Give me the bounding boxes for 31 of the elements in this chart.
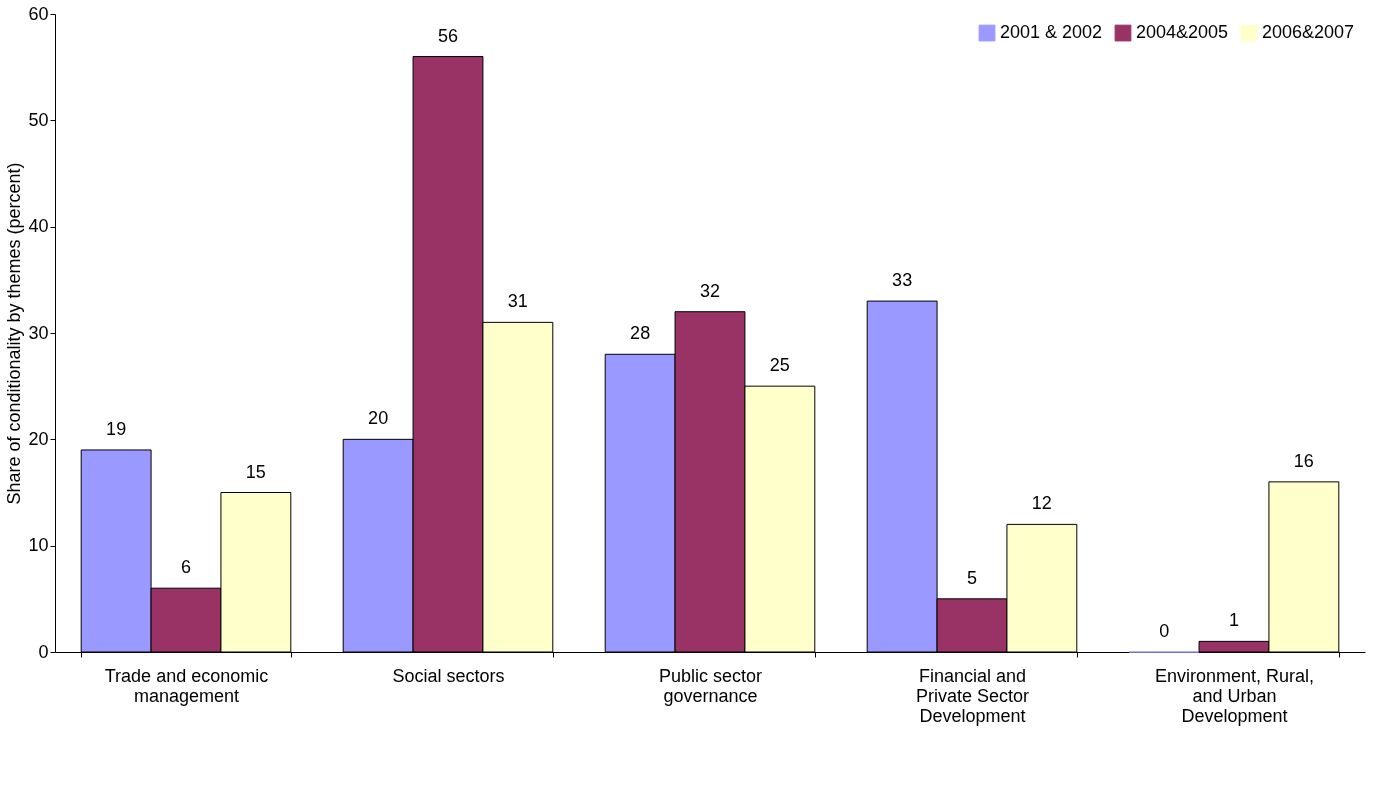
x-tick-label: Environment, Rural, and Urban Development [1154,665,1315,726]
legend-label: 2001 & 2002 [1000,22,1103,43]
y-tick-label: 10 [28,535,49,556]
x-tick-label: Public sector governance [658,665,763,706]
data-label: 33 [892,270,913,291]
y-tick-label: 50 [28,109,49,130]
data-label: 20 [368,408,389,429]
data-label: 31 [507,291,528,312]
data-label: 5 [966,567,978,588]
x-tick-label: Trade and economic management [104,665,269,706]
data-label: 6 [180,557,192,578]
data-label: 0 [1159,621,1170,641]
data-label: 56 [437,25,459,46]
data-label: 28 [630,323,651,344]
y-axis-title: Share of conditionality by themes (percent) [4,162,25,505]
y-tick-label: 60 [28,3,49,24]
x-tick-label: Financial and Private Sector Development [915,665,1030,726]
y-tick-label: 40 [28,216,49,237]
data-label: 12 [1031,493,1052,514]
y-tick-label: 30 [28,322,49,343]
data-label: 15 [245,461,266,482]
y-tick-label: 20 [28,428,49,449]
y-tick-label: 0 [38,641,49,662]
data-label: 1 [1228,610,1240,631]
data-label: 16 [1293,450,1314,471]
legend-label: 2006&2007 [1262,22,1355,43]
data-label: 32 [699,280,721,301]
data-label: 19 [106,418,127,439]
data-label: 25 [769,355,790,376]
legend-label: 2004&2005 [1136,22,1229,43]
x-tick-label: Social sectors [392,665,505,686]
